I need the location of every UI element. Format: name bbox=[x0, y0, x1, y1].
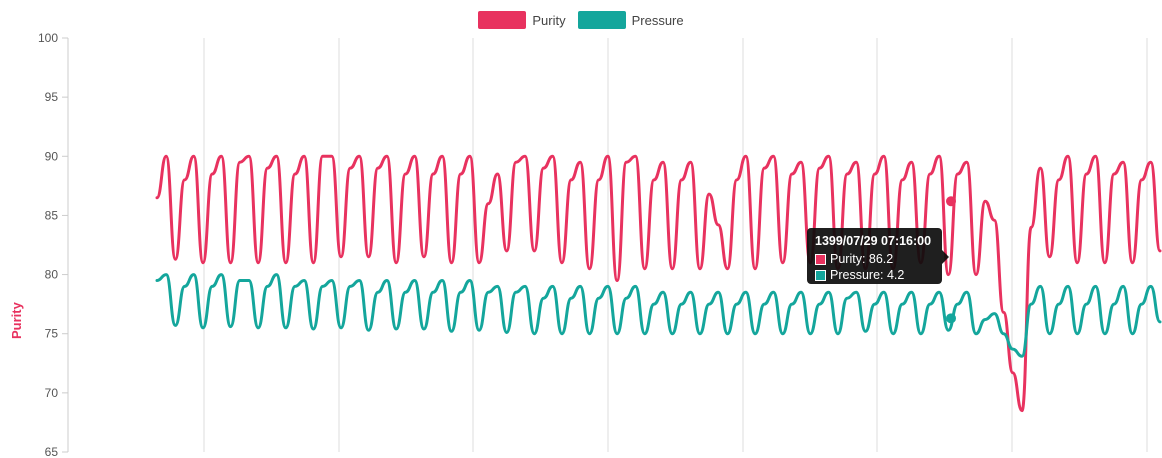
pressure-hover-point bbox=[946, 313, 956, 324]
purity-line bbox=[155, 154, 1162, 413]
legend-swatch-purity bbox=[478, 11, 527, 29]
y-tick-label: 70 bbox=[45, 386, 59, 400]
y-tick-label: 95 bbox=[45, 90, 59, 104]
legend-item-purity[interactable]: Purity bbox=[478, 8, 566, 32]
y-tick-label: 75 bbox=[45, 327, 59, 341]
purity-series bbox=[155, 154, 1162, 413]
pressure-series bbox=[155, 273, 1162, 358]
tooltip-title: 1399/07/29 07:16:00 bbox=[815, 234, 932, 248]
hover-markers bbox=[946, 196, 956, 324]
tooltip-label-pressure: Pressure: 4.2 bbox=[830, 268, 905, 282]
tooltip-row-pressure: Pressure: 4.2 bbox=[815, 267, 934, 283]
y-tick-label: 90 bbox=[45, 149, 59, 163]
y-axis-title: Purity bbox=[9, 302, 24, 339]
tooltip-swatch-pressure bbox=[815, 269, 826, 281]
tooltip-label-purity: Purity: 86.2 bbox=[830, 252, 894, 266]
y-tick-label: 85 bbox=[45, 208, 59, 222]
tooltip-swatch-purity bbox=[815, 253, 826, 265]
legend-item-pressure[interactable]: Pressure bbox=[577, 8, 684, 32]
y-tick-label: 65 bbox=[45, 445, 59, 458]
legend-label-purity: Purity bbox=[532, 12, 566, 28]
legend: Purity Pressure bbox=[0, 8, 1162, 32]
y-tick-label: 80 bbox=[45, 268, 59, 282]
tooltip: 1399/07/29 07:16:00 Purity: 86.2 Pressur… bbox=[807, 228, 949, 284]
legend-label-pressure: Pressure bbox=[631, 12, 684, 28]
tooltip-row-purity: Purity: 86.2 bbox=[815, 251, 934, 267]
pressure-line bbox=[155, 273, 1162, 358]
legend-swatch-pressure bbox=[577, 11, 626, 29]
y-axis: 100 95 90 85 80 75 70 65 bbox=[38, 31, 69, 458]
purity-hover-point bbox=[946, 196, 956, 207]
y-tick-label: 100 bbox=[38, 31, 58, 45]
